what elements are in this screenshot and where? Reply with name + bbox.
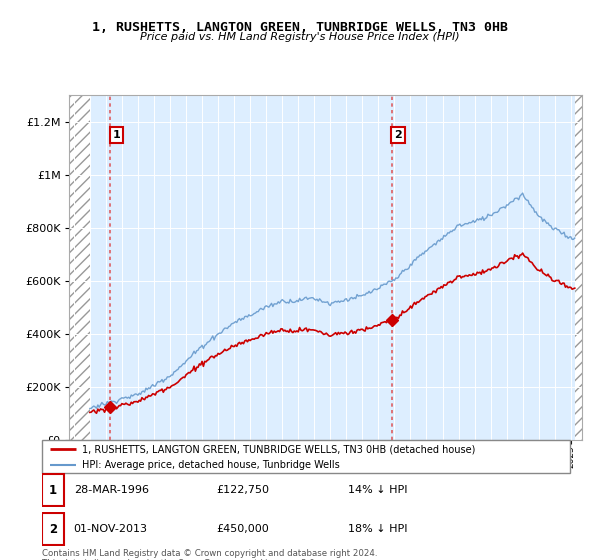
Text: 14% ↓ HPI: 14% ↓ HPI (348, 485, 408, 495)
Text: £450,000: £450,000 (216, 524, 269, 534)
Text: £122,750: £122,750 (216, 485, 269, 495)
Text: 1: 1 (112, 130, 120, 140)
Text: 01-NOV-2013: 01-NOV-2013 (74, 524, 148, 534)
Bar (575, 95, 582, 440)
Bar (69, 95, 90, 440)
Text: 18% ↓ HPI: 18% ↓ HPI (348, 524, 408, 534)
Text: 28-MAR-1996: 28-MAR-1996 (74, 485, 149, 495)
FancyBboxPatch shape (42, 513, 64, 545)
FancyBboxPatch shape (42, 440, 570, 473)
Text: 1: 1 (49, 483, 57, 497)
FancyBboxPatch shape (42, 474, 64, 506)
Text: 2: 2 (49, 522, 57, 536)
Text: 1, RUSHETTS, LANGTON GREEN, TUNBRIDGE WELLS, TN3 0HB: 1, RUSHETTS, LANGTON GREEN, TUNBRIDGE WE… (92, 21, 508, 34)
Text: HPI: Average price, detached house, Tunbridge Wells: HPI: Average price, detached house, Tunb… (82, 460, 340, 470)
Text: Contains HM Land Registry data © Crown copyright and database right 2024.
This d: Contains HM Land Registry data © Crown c… (42, 549, 377, 560)
Text: 2: 2 (394, 130, 402, 140)
Text: 1, RUSHETTS, LANGTON GREEN, TUNBRIDGE WELLS, TN3 0HB (detached house): 1, RUSHETTS, LANGTON GREEN, TUNBRIDGE WE… (82, 444, 475, 454)
Text: Price paid vs. HM Land Registry's House Price Index (HPI): Price paid vs. HM Land Registry's House … (140, 32, 460, 43)
